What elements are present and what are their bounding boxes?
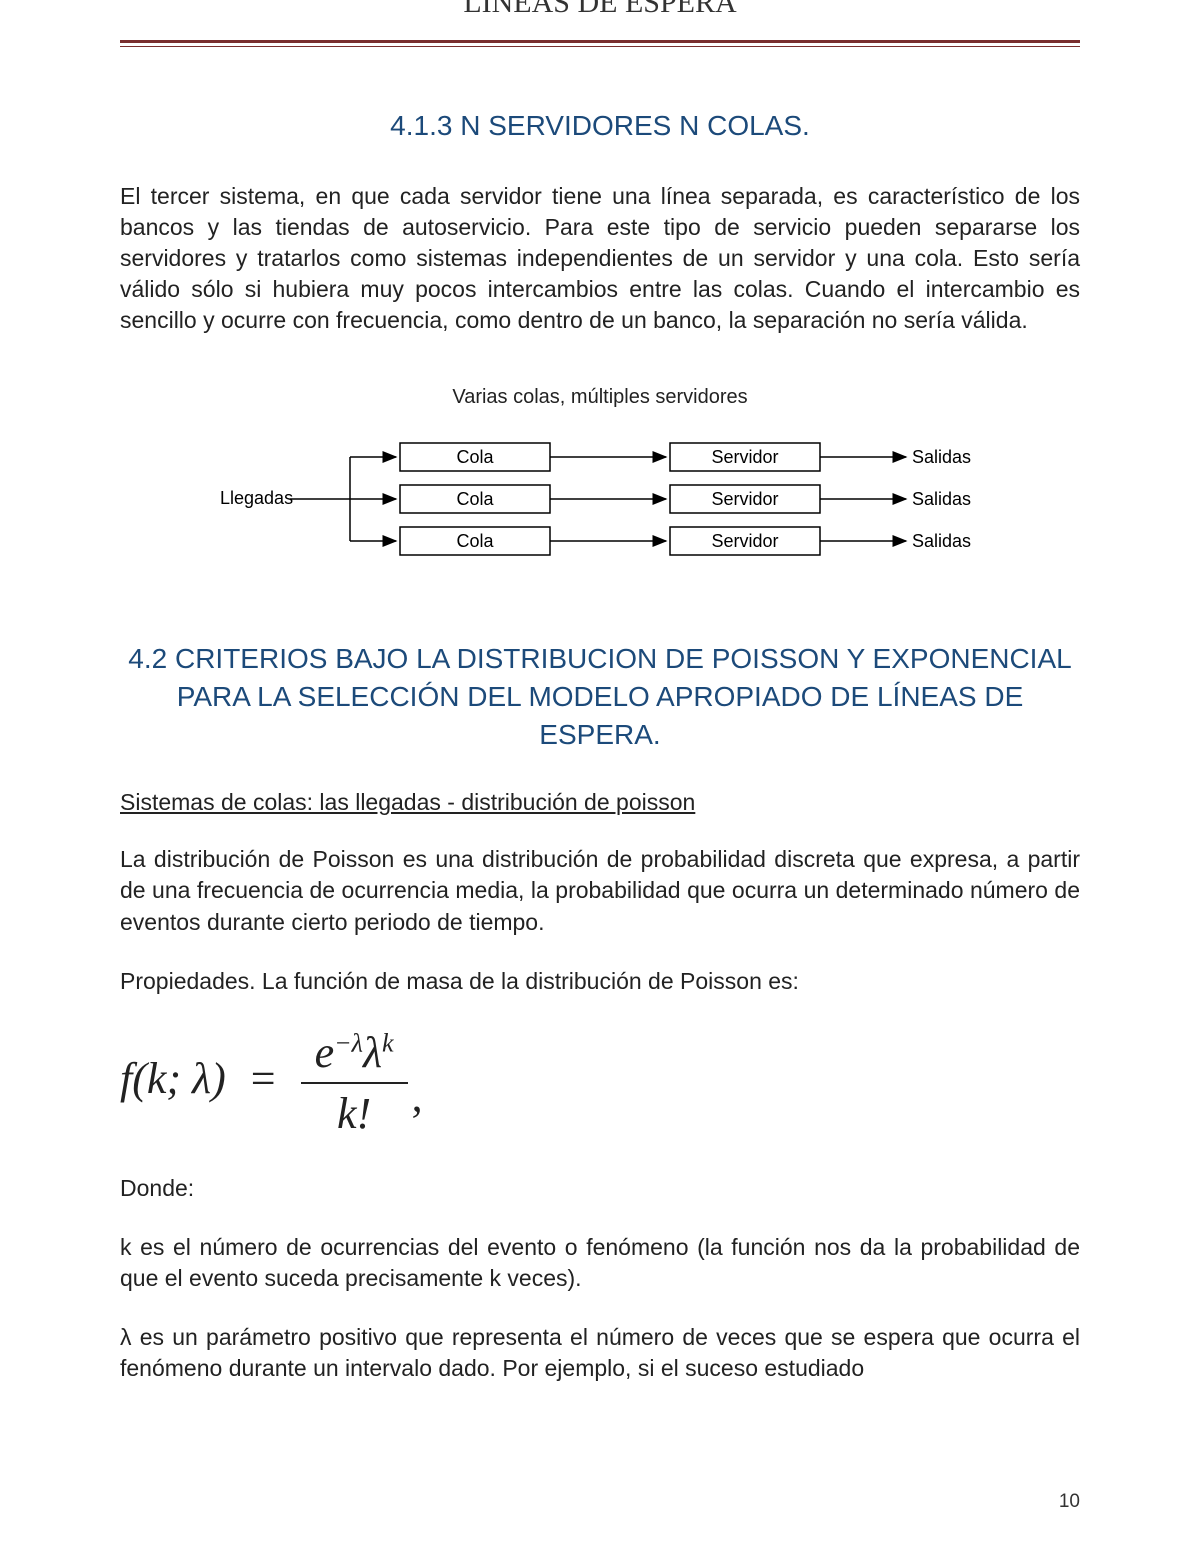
diagram-title: Varias colas, múltiples servidores [220,386,980,409]
svg-text:Servidor: Servidor [711,447,778,467]
running-header: LINEAS DE ESPERA [120,0,1080,34]
formula-comma: , [412,1072,423,1121]
formula-eq: = [251,1054,276,1103]
diagram-svg: Llegadas Cola Servidor Salidas Cola Servidor S… [220,425,980,595]
poisson-formula: f(k; λ) = e−λλk k! , [120,1027,1080,1139]
section-413-paragraph: El tercer sistema, en que cada servidor … [120,181,1080,336]
svg-text:Cola: Cola [456,447,494,467]
running-header-text: LINEAS DE ESPERA [120,0,1080,20]
section-42-p3: k es el número de ocurrencias del evento… [120,1232,1080,1294]
header-rule [120,40,1080,47]
svg-text:Llegadas: Llegadas [220,488,293,508]
formula-lambda: λ [363,1028,382,1077]
svg-text:Cola: Cola [456,489,494,509]
section-42-p1: La distribución de Poisson es una distri… [120,844,1080,937]
formula-lambda-exp: k [382,1028,394,1057]
formula-lhs: f(k; λ) [120,1054,226,1103]
svg-text:Salidas: Salidas [912,447,971,467]
section-42-subheading: Sistemas de colas: las llegadas - distri… [120,789,1080,816]
page: LINEAS DE ESPERA 4.1.3 N SERVIDORES N CO… [0,0,1200,1553]
formula-denominator: k! [301,1084,408,1139]
svg-text:Servidor: Servidor [711,489,778,509]
donde-label: Donde: [120,1173,1080,1204]
section-413-heading: 4.1.3 N SERVIDORES N COLAS. [120,107,1080,145]
formula-e-exp: −λ [334,1028,363,1057]
svg-text:Salidas: Salidas [912,489,971,509]
page-number: 10 [1059,1491,1080,1513]
svg-text:Salidas: Salidas [912,531,971,551]
section-42-p4: λ es un parámetro positivo que represent… [120,1322,1080,1384]
svg-text:Servidor: Servidor [711,531,778,551]
section-42-heading: 4.2 CRITERIOS BAJO LA DISTRIBUCION DE PO… [120,640,1080,753]
formula-e: e [315,1028,335,1077]
section-42-p2: Propiedades. La función de masa de la di… [120,966,1080,997]
queue-diagram: Varias colas, múltiples servidores Llega… [220,386,980,600]
svg-text:Cola: Cola [456,531,494,551]
